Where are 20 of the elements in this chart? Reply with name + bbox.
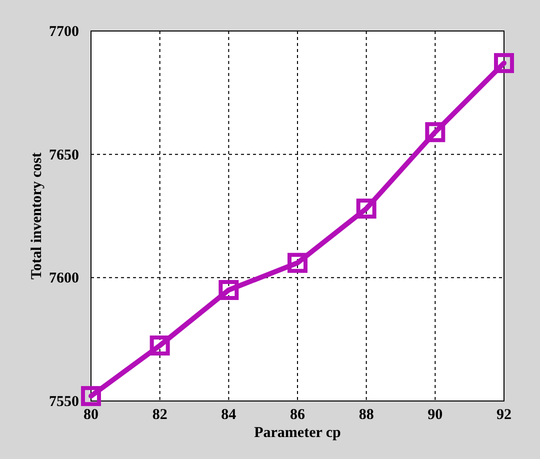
y-tick-label: 7650 [49,147,79,164]
x-tick-label: 80 [84,407,98,423]
point [150,336,170,356]
point [494,53,514,74]
point [81,386,101,406]
y-axis-title: Total inventory cost [29,152,45,280]
x-tick-label: 92 [496,407,512,423]
point [218,280,239,300]
x-axis-title: Parameter cp [254,425,341,441]
x-tick-label: 84 [221,407,237,423]
x-tick-label: 82 [152,407,168,423]
point [356,198,376,219]
y-tick-label: 7700 [49,24,79,40]
y-tick-label: 7600 [49,270,79,287]
y-tick-label: 7550 [49,394,79,410]
x-tick-label: 86 [290,407,306,423]
x-tick-label: 88 [358,407,374,423]
point [288,252,308,273]
x-tick-label: 90 [428,407,443,423]
point [425,122,446,142]
